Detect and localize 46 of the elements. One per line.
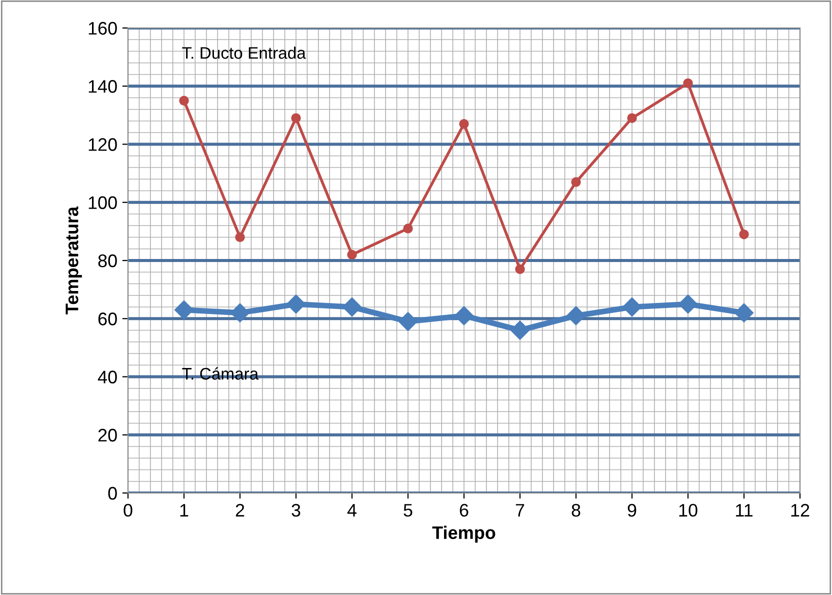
point xyxy=(622,297,642,317)
x-axis-title: Tiempo xyxy=(432,526,496,543)
point xyxy=(566,306,586,326)
point xyxy=(683,78,693,88)
point xyxy=(342,297,362,317)
x-tick-label: 11 xyxy=(736,504,752,516)
point xyxy=(291,113,301,123)
point xyxy=(286,294,306,314)
y-tick-label: 20 xyxy=(98,428,117,442)
point xyxy=(571,177,581,187)
y-tick-label: 0 xyxy=(108,486,117,500)
point xyxy=(454,306,474,326)
y-axis-title: Temperatura xyxy=(66,206,82,314)
x-tick-label: 3 xyxy=(292,504,300,517)
text: T. Ducto Entrada xyxy=(182,46,306,59)
point xyxy=(347,250,357,260)
x-tick-label: 12 xyxy=(791,504,810,516)
y-tick-label: 160 xyxy=(88,22,117,35)
point xyxy=(398,312,418,332)
x-tick-label: 6 xyxy=(460,504,468,517)
x-tick-label: 4 xyxy=(347,504,356,516)
point xyxy=(510,320,530,340)
point xyxy=(627,113,637,123)
x-tick-label: 7 xyxy=(516,504,524,516)
x-tick-label: 8 xyxy=(572,504,580,517)
x-tick-label: 1 xyxy=(180,504,188,516)
point xyxy=(459,119,469,129)
point xyxy=(230,303,250,322)
x-tick-label: 10 xyxy=(679,504,698,517)
y-tick-label: 120 xyxy=(88,138,117,151)
y-tick-label: 40 xyxy=(98,370,117,384)
x-tick-label: 9 xyxy=(628,504,636,517)
point xyxy=(739,229,749,240)
point xyxy=(403,224,413,234)
y-tick-label: 140 xyxy=(88,80,117,93)
y-tick-label: 60 xyxy=(98,312,117,326)
point xyxy=(734,303,754,322)
point xyxy=(179,96,189,106)
point xyxy=(235,232,245,242)
y-tick-label: 80 xyxy=(98,254,117,268)
y-tick-label: 100 xyxy=(88,196,117,210)
point xyxy=(678,294,698,314)
point xyxy=(515,264,525,274)
x-tick-label: 5 xyxy=(404,504,412,517)
x-tick-label: 2 xyxy=(236,504,244,516)
x-tick-label: 0 xyxy=(124,504,132,517)
